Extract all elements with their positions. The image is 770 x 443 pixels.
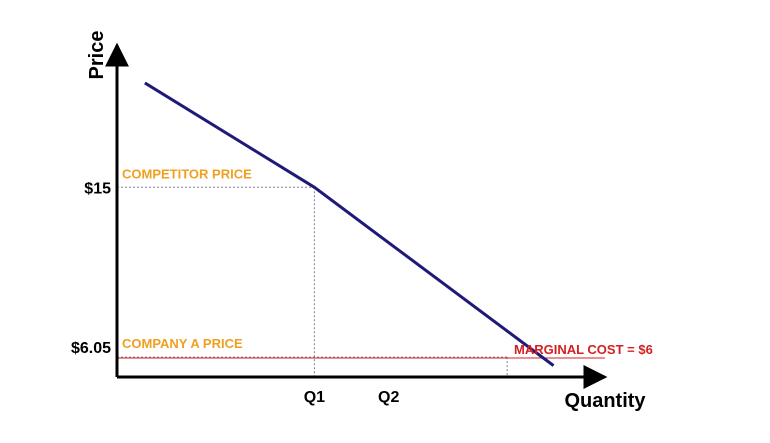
competitor-price-annotation: COMPETITOR PRICE [122,166,252,181]
guide-lines [117,186,605,377]
demand-curve [144,81,555,367]
y-tick-label-15: $15 [84,180,111,197]
company-a-price-annotation: COMPANY A PRICE [122,336,243,351]
x-tick-label-q2: Q2 [378,389,399,406]
y-tick-label-6-05: $6.05 [71,340,111,357]
y-axis-label: Price [86,31,108,80]
x-tick-label-q1: Q1 [304,389,325,406]
marginal-cost-annotation: MARGINAL COST = $6 [514,342,653,357]
x-axis-label: Quantity [564,390,646,412]
